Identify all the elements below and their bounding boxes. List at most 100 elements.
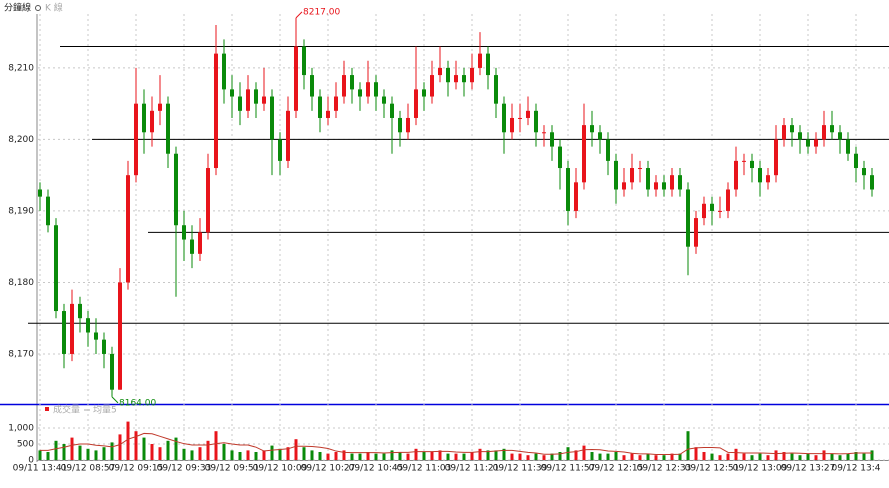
candle-body — [462, 75, 466, 83]
candle-body — [54, 225, 58, 312]
volume-bar — [150, 444, 154, 460]
candle-body — [638, 168, 642, 170]
candle-body — [350, 75, 354, 90]
candle-body — [486, 53, 490, 76]
volume-bar — [318, 452, 322, 460]
volume-bar — [214, 431, 218, 460]
volume-bar — [406, 453, 410, 460]
candle-body — [678, 175, 682, 190]
volume-bar — [254, 452, 258, 460]
volume-bar — [518, 453, 522, 460]
volume-bar — [654, 455, 658, 460]
volume-bar — [630, 453, 634, 460]
candle-body — [774, 139, 778, 176]
candle-body — [110, 353, 114, 390]
candle-body — [750, 160, 754, 169]
candle-body — [78, 303, 82, 319]
candle-body — [798, 132, 802, 140]
volume-bar — [822, 450, 826, 460]
candle-body — [550, 132, 554, 147]
volume-tick-label: 0 — [28, 456, 34, 466]
candle-body — [654, 182, 658, 190]
volume-bar — [374, 453, 378, 460]
x-tick-label: 09/12 13:4 — [831, 464, 880, 474]
volume-bar — [102, 447, 106, 460]
volume-bar — [462, 453, 466, 460]
volume-bar — [798, 455, 802, 460]
volume-bar — [470, 452, 474, 460]
x-tick-label: 09/12 09:15 — [109, 464, 164, 474]
candle-body — [374, 82, 378, 97]
volume-bar — [854, 452, 858, 460]
volume-bar — [502, 448, 506, 460]
candle-body — [782, 125, 786, 140]
volume-bar — [582, 445, 586, 460]
tab-minute[interactable]: 分鐘線 — [4, 2, 31, 14]
volume-bar — [670, 453, 674, 460]
candle-body — [870, 175, 874, 190]
candle-body — [174, 153, 178, 226]
x-tick-label: 09/12 11:21 — [445, 464, 500, 474]
x-tick-label: 09/12 10:09 — [253, 464, 308, 474]
candle-body — [526, 110, 530, 118]
volume-bar — [438, 450, 442, 460]
volume-bar — [678, 453, 682, 460]
x-tick-label: 09/12 08:57 — [61, 464, 116, 474]
volume-bar — [478, 448, 482, 460]
candle-body — [422, 89, 426, 97]
volume-bar — [166, 440, 170, 460]
candle-body — [118, 282, 122, 390]
candle-body — [510, 117, 514, 133]
x-tick-label: 09/12 12:15 — [589, 464, 644, 474]
candle-body — [710, 203, 714, 211]
volume-bar — [310, 450, 314, 460]
candle-body — [238, 96, 242, 111]
candle-body — [342, 75, 346, 97]
candle-body — [86, 318, 90, 333]
volume-bar — [86, 448, 90, 460]
volume-bar — [270, 445, 274, 460]
volume-bar — [446, 453, 450, 460]
volume-bar — [766, 455, 770, 460]
y-tick-label: 8,170 — [8, 349, 34, 359]
volume-bar — [870, 450, 874, 460]
volume-bar — [54, 440, 58, 460]
tab-kline[interactable]: K 線 — [45, 2, 63, 14]
volume-bar — [806, 453, 810, 460]
volume-bar — [542, 455, 546, 460]
candle-body — [606, 139, 610, 161]
candle-body — [246, 89, 250, 111]
candle-body — [254, 89, 258, 104]
volume-tick-label: 500 — [17, 440, 34, 450]
candle-body — [598, 132, 602, 140]
volume-bar — [118, 434, 122, 460]
candle-body — [726, 189, 730, 211]
candle-body — [518, 117, 522, 119]
volume-bar — [182, 448, 186, 460]
candle-body — [62, 311, 66, 354]
x-tick-label: 09/11 13:41 — [13, 464, 68, 474]
volume-bar — [558, 452, 562, 460]
candle-body — [382, 96, 386, 104]
candle-body — [622, 182, 626, 190]
candle-body — [686, 189, 690, 247]
x-tick-label: 09/12 10:27 — [301, 464, 356, 474]
y-tick-label: 8,190 — [8, 206, 34, 216]
candle-body — [430, 75, 434, 97]
volume-bar — [390, 450, 394, 460]
volume-bar — [78, 445, 82, 460]
candle-body — [70, 303, 74, 354]
volume-bar — [222, 444, 226, 460]
volume-bar — [614, 452, 618, 460]
x-tick-label: 09/12 13:27 — [781, 464, 836, 474]
candle-body — [806, 139, 810, 147]
volume-bar — [422, 452, 426, 460]
volume-bar — [486, 450, 490, 460]
volume-bar — [334, 452, 338, 460]
candle-body — [278, 139, 282, 161]
volume-bar — [694, 447, 698, 460]
volume-bar — [726, 453, 730, 460]
volume-legend: 成交量 — [53, 404, 80, 416]
